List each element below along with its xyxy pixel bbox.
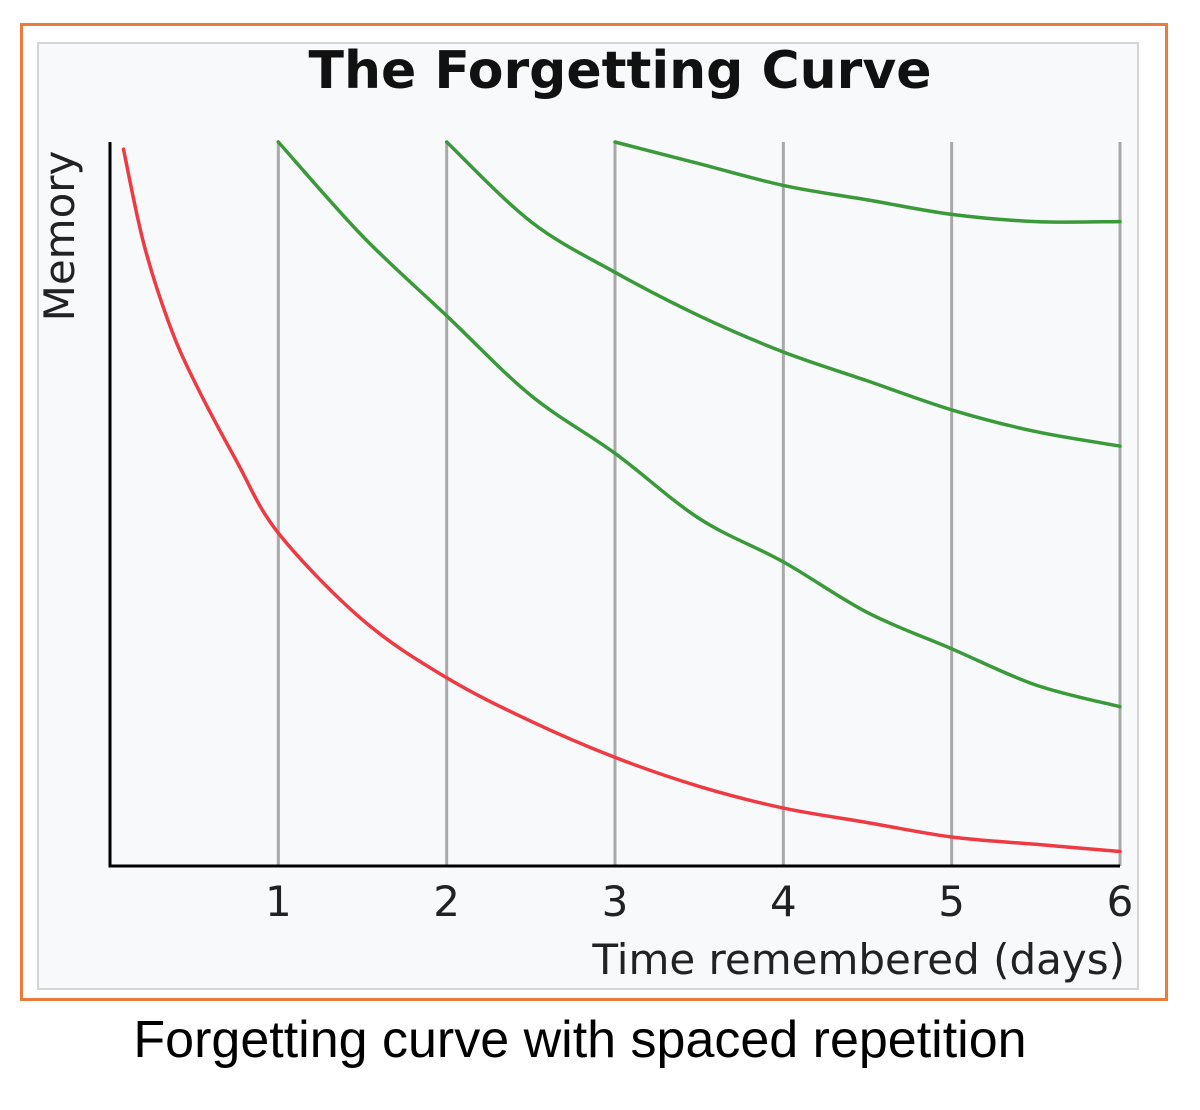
figure-caption: Forgetting curve with spaced repetition bbox=[133, 1011, 1027, 1069]
chart-panel bbox=[37, 42, 1139, 990]
